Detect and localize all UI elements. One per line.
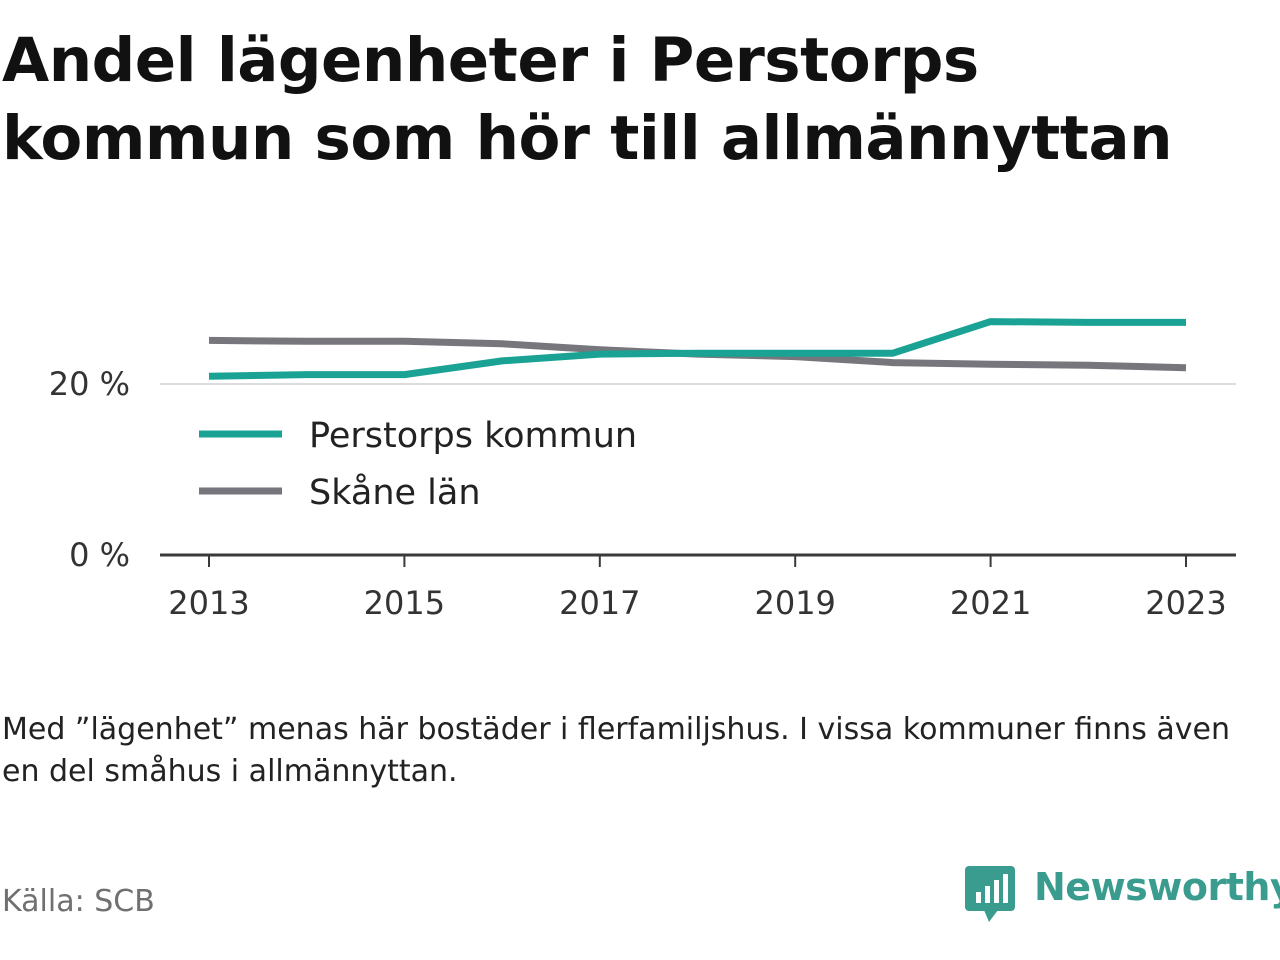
x-tick-label: 2019: [754, 584, 835, 622]
legend-label: Skåne län: [309, 472, 481, 513]
x-tick-label: 2013: [168, 584, 249, 622]
series-line-perstorps-kommun: [208, 318, 1186, 380]
chart-title-line-2: kommun som hör till allmännyttan: [2, 103, 1173, 174]
chart-note: Med ”lägenhet” menas här bostäder i fler…: [2, 712, 1230, 789]
chart-title: Andel lägenheter i Perstorps kommun som …: [2, 22, 1272, 178]
y-tick-label: 0 %: [69, 536, 130, 574]
x-tick-label: 2021: [950, 584, 1031, 622]
chart-title-line-1: Andel lägenheter i Perstorps: [2, 25, 979, 96]
x-tick-label: 2023: [1145, 584, 1226, 622]
brand-name: Newsworthy: [1034, 865, 1280, 909]
line-chart: 0 % 20 % 2013 2015 2017 2019 2021 2023 Perstorps…: [49, 318, 1236, 622]
newsworthy-brand[interactable]: Newsworthy: [964, 864, 1280, 928]
x-tick-label: 2015: [364, 584, 445, 622]
x-tick-label: 2017: [559, 584, 640, 622]
legend-label: Perstorps kommun: [309, 416, 637, 456]
source-label: Källa: SCB: [2, 884, 155, 919]
y-tick-label: 20 %: [49, 365, 130, 403]
newsworthy-logo-icon: [965, 866, 1015, 922]
